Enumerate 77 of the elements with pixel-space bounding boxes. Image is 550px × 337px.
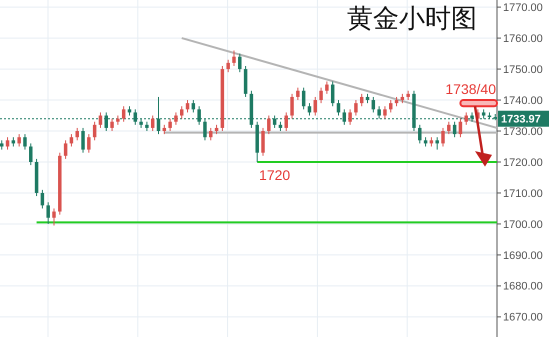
candlestick — [325, 80, 329, 94]
candlestick — [6, 136, 10, 150]
candlestick — [174, 112, 178, 126]
candlestick — [75, 127, 79, 141]
candlestick — [314, 96, 318, 116]
y-tick-label: 1680.00 — [503, 280, 543, 293]
candlestick — [128, 106, 132, 116]
candlestick — [452, 121, 456, 138]
candlestick — [168, 118, 172, 132]
y-tick-label: 1770.00 — [503, 2, 543, 14]
candlestick — [17, 134, 21, 148]
candlestick — [418, 124, 422, 144]
candlestick — [162, 124, 166, 135]
ref-line-label: 1720 — [259, 166, 290, 183]
candlestick — [430, 136, 434, 148]
candlestick — [92, 121, 96, 141]
candlestick — [98, 112, 102, 128]
y-tick-label: 1730.00 — [503, 126, 543, 138]
candlestick — [366, 93, 370, 104]
candlestick — [150, 115, 154, 132]
candlestick — [383, 106, 387, 120]
y-tick-label: 1700.00 — [503, 218, 543, 231]
candlestick — [348, 108, 352, 126]
candlestick — [214, 124, 218, 135]
candlestick — [447, 121, 451, 135]
candlestick — [458, 118, 462, 138]
candlestick — [296, 87, 300, 101]
chart-title: 黄金小时图 — [347, 4, 477, 34]
y-tick-label: 1760.00 — [503, 32, 543, 45]
candlestick — [110, 118, 114, 132]
candlestick — [29, 142, 33, 166]
candlestick — [180, 106, 184, 120]
candlestick — [46, 202, 50, 224]
candlestick — [290, 93, 294, 120]
candlestick — [354, 100, 358, 116]
candlestick — [435, 136, 439, 150]
y-tick-label: 1720.00 — [503, 156, 543, 169]
candlestick — [192, 100, 196, 113]
candlestick — [406, 90, 410, 101]
candlestick — [464, 112, 468, 126]
band-label: 1738/40 — [445, 81, 496, 98]
candlestick — [81, 127, 85, 154]
candlestick — [389, 100, 392, 113]
candlestick — [267, 115, 271, 135]
candlestick — [70, 134, 74, 148]
candlestick — [23, 134, 27, 150]
candlestick — [40, 189, 44, 209]
candlestick — [232, 50, 236, 66]
candlestick — [400, 93, 404, 104]
ref-line-label: 1733.97 — [501, 114, 541, 126]
candlestick — [330, 80, 334, 107]
y-tick-label: 1670.00 — [503, 312, 543, 324]
candlestick — [284, 112, 288, 132]
candlestick — [278, 121, 282, 132]
candlestick — [308, 102, 312, 116]
candlestick — [12, 136, 16, 148]
candlestick — [186, 100, 190, 113]
candlestick — [319, 87, 323, 104]
candlestick — [394, 96, 398, 107]
candlestick — [64, 140, 68, 160]
candlestick — [360, 93, 364, 107]
candlestick — [87, 134, 91, 154]
candlestick — [116, 115, 120, 126]
candlestick — [145, 121, 149, 132]
candlestick — [209, 127, 213, 141]
candlestick — [261, 127, 265, 156]
candlestick — [302, 87, 306, 110]
candlestick — [0, 140, 4, 150]
candlestick — [372, 96, 376, 113]
candlestick — [122, 106, 126, 122]
candlestick — [226, 59, 230, 73]
y-tick-label: 1750.00 — [503, 64, 543, 76]
y-tick-label: 1690.00 — [503, 250, 543, 262]
candlestick — [424, 136, 428, 148]
y-tick-label: 1710.00 — [503, 188, 543, 200]
candlestick — [238, 53, 242, 73]
y-tick-label: 1740.00 — [503, 94, 543, 107]
